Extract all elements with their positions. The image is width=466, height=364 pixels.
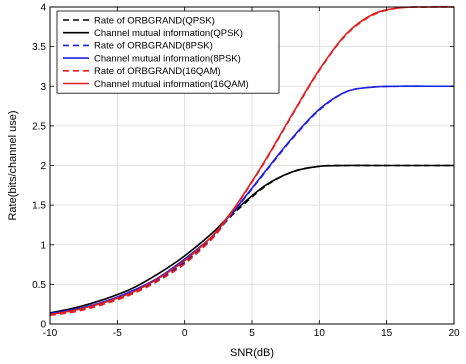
- y-tick-label: 0.5: [32, 280, 46, 291]
- y-tick-label: 3: [40, 82, 46, 93]
- y-tick-label: 4: [40, 3, 46, 14]
- axis-ticks: -10 -5 0 5 10 15 20 0 0.5 1 1.5 2 2.5 3 3.5 4: [32, 3, 460, 340]
- legend: Rate of ORBGRAND(QPSK) Channel mutual inf…: [56, 10, 280, 94]
- y-tick-label: 0: [40, 320, 46, 331]
- y-tick-label: 2.5: [32, 121, 46, 132]
- legend-entry-label: Rate of ORBGRAND(16QAM): [94, 66, 221, 77]
- y-tick-label: 3.5: [32, 42, 46, 53]
- x-tick-label: 0: [182, 328, 188, 339]
- legend-entry-label: Channel mutual information(8PSK): [94, 53, 241, 64]
- legend-entry-label: Rate of ORBGRAND(QPSK): [94, 15, 215, 26]
- x-axis-label: SNR(dB): [230, 347, 274, 359]
- y-tick-label: 2: [40, 161, 46, 172]
- y-axis-label: Rate(bits/channel use): [7, 110, 19, 220]
- y-tick-label: 1.5: [32, 201, 46, 212]
- series-line: [49, 6, 455, 316]
- x-tick-label: -5: [113, 328, 122, 339]
- series-line: [49, 164, 454, 314]
- legend-box: [56, 10, 280, 94]
- x-tick-label: 15: [381, 328, 393, 339]
- plot-lines: [49, 6, 455, 317]
- x-tick-label: 10: [314, 328, 326, 339]
- series-line: [49, 6, 455, 317]
- legend-entry-label: Rate of ORBGRAND(8PSK): [94, 41, 213, 52]
- x-tick-label: 20: [448, 328, 460, 339]
- x-tick-label: 5: [249, 328, 255, 339]
- legend-entry-label: Channel mutual information(16QAM): [94, 79, 249, 90]
- y-tick-label: 1: [40, 240, 46, 251]
- x-tick-label: -10: [43, 328, 58, 339]
- legend-entry-label: Channel mutual information(QPSK): [94, 28, 243, 39]
